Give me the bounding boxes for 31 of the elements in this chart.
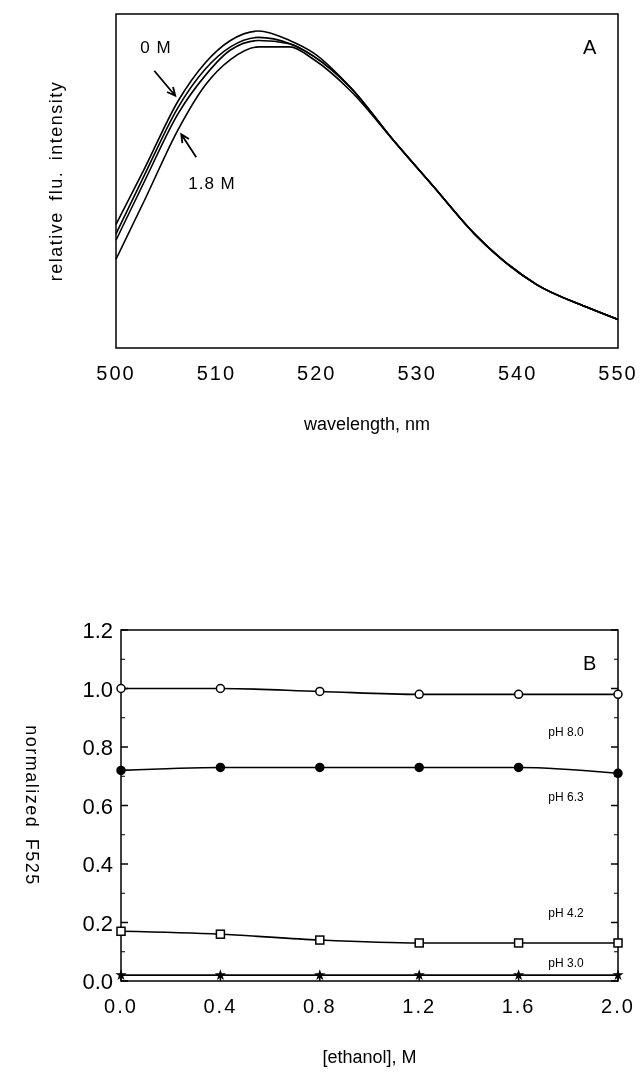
x-tick-label: 2.0	[601, 995, 635, 1017]
x-tick-label: 0.4	[203, 995, 238, 1017]
x-tick-label: 510	[196, 362, 237, 384]
y-tick-label: 0.8	[82, 735, 113, 760]
text: B	[583, 652, 597, 674]
legend-label: pH 6.3	[548, 790, 584, 805]
legend-label: 1.8 M	[188, 174, 236, 194]
y-tick-label: 1.0	[82, 676, 113, 702]
text: pH 8.0	[548, 725, 584, 740]
x-tick-label: 520	[297, 362, 337, 384]
x-tick-label: 1.6	[501, 995, 536, 1017]
y-axis-title: relative flu. intensity	[46, 80, 66, 282]
y-axis-title: normalized F525	[22, 725, 42, 886]
x-tick-label: 530	[397, 362, 437, 384]
y-tick-label: 0.0	[82, 969, 113, 994]
x-tick-label: 550	[598, 362, 638, 384]
y-tick-label: 0.4	[82, 852, 113, 877]
series-label: 0 M	[140, 37, 172, 57]
x-axis-title: wavelength, nm	[302, 414, 431, 434]
y-tick-label: 0.6	[82, 793, 113, 819]
y-tick-label: 0.2	[82, 910, 113, 936]
chart-title: A	[583, 36, 597, 58]
x-tick-label: 0.8	[302, 995, 337, 1017]
x-tick-label: 0.0	[104, 995, 138, 1017]
x-tick-label: 500	[96, 362, 136, 384]
x-axis-title: [ethanol], M	[322, 1047, 417, 1067]
x-tick-label: 540	[497, 362, 538, 384]
series-label: pH 4.2	[548, 905, 584, 920]
y-tick-label: 1.2	[82, 618, 113, 643]
x-tick-label: 1.2	[402, 995, 437, 1017]
series-label: pH 3.0	[548, 956, 584, 971]
